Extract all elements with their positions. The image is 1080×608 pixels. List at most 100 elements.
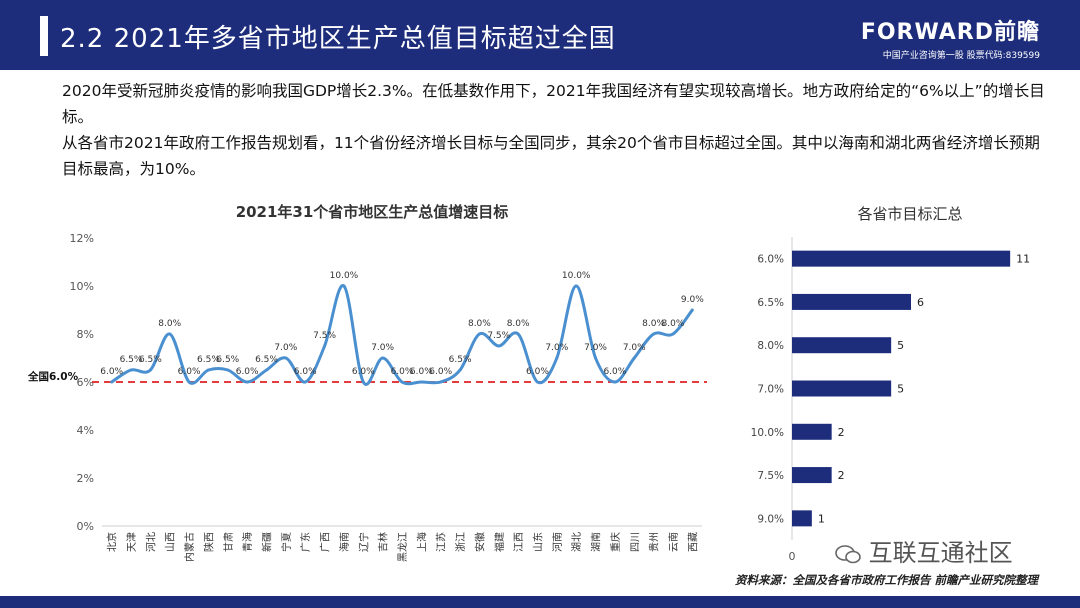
data-label: 8.0% — [468, 319, 491, 329]
bar — [792, 380, 892, 397]
data-point — [323, 344, 327, 348]
data-point — [497, 344, 501, 348]
data-point — [361, 380, 365, 384]
data-point — [535, 380, 539, 384]
reference-line-label: 全国6.0% — [27, 370, 79, 383]
data-label: 7.0% — [274, 343, 297, 353]
bar-value-label: 5 — [897, 383, 904, 396]
data-label: 6.0% — [391, 367, 414, 377]
data-point — [284, 356, 288, 360]
data-point — [226, 368, 230, 372]
x-tick-label: 福建 — [493, 532, 506, 552]
data-point — [613, 380, 617, 384]
x-tick-label: 上海 — [415, 532, 428, 552]
data-label: 6.5% — [449, 355, 472, 365]
data-point — [574, 284, 578, 288]
y-tick-label: 6% — [77, 376, 94, 389]
wechat-label: 互联互通社区 — [868, 539, 1013, 567]
line-chart: 2021年31个省市地区生产总值增速目标 0% 2% 4% 6% 8% 10% 12% 北京 天津… — [27, 203, 707, 562]
data-point — [265, 368, 269, 372]
y-tick-label: 12% — [70, 232, 94, 245]
data-label: 7.5% — [313, 331, 336, 341]
x-tick-label: 广西 — [320, 532, 332, 552]
intro-paragraph-1: 2020年受新冠肺炎疫情的影响我国GDP增长2.3%。在低基数作用下，2021年… — [62, 82, 1045, 126]
data-label: 8.0% — [662, 319, 685, 329]
x-tick-label: 吉林 — [377, 532, 390, 552]
x-tick-label: 湖南 — [590, 532, 603, 552]
x-tick-label: 黑龙江 — [396, 532, 409, 562]
data-point — [206, 368, 210, 372]
data-label: 8.0% — [642, 319, 665, 329]
bar-value-label: 2 — [838, 426, 845, 439]
category-label: 10.0% — [751, 427, 784, 439]
x-tick-label: 云南 — [667, 532, 680, 552]
data-label: 7.0% — [371, 343, 394, 353]
bottom-rule — [0, 596, 1080, 608]
logo-brand-text: FORWARD前瞻 — [860, 20, 1040, 45]
x-tick-label: 陕西 — [202, 532, 215, 552]
data-point — [400, 380, 404, 384]
x-tick-label: 河北 — [145, 532, 157, 552]
x-tick-label: 安徽 — [473, 532, 486, 552]
bar-value-label: 2 — [838, 469, 845, 482]
line-chart-title: 2021年31个省市地区生产总值增速目标 — [236, 203, 509, 221]
intro-paragraph-2: 从各省市2021年政府工作报告规划看，11个省份经济增长目标与全国同步，其余20… — [62, 134, 1040, 178]
data-point — [555, 356, 559, 360]
data-point — [381, 356, 385, 360]
x-tick-label: 北京 — [106, 532, 119, 552]
data-label: 6.0% — [429, 367, 452, 377]
data-label: 6.0% — [100, 367, 123, 377]
data-point — [652, 332, 656, 336]
y-tick-label: 2% — [77, 472, 94, 485]
x-tick-label: 天津 — [126, 532, 138, 552]
data-label: 10.0% — [330, 271, 359, 281]
data-label: 6.5% — [197, 355, 220, 365]
bar-chart: 各省市目标汇总 6.0% 11 6.5% 6 8.0% 5 7.0% 5 10.0% 2 7.5% 2 9… — [751, 205, 1031, 563]
data-label: 6.0% — [603, 367, 626, 377]
data-label: 9.0% — [681, 295, 704, 305]
x-tick-label: 内蒙古 — [183, 532, 196, 562]
data-label: 6.0% — [236, 367, 259, 377]
x-tick-label: 广东 — [299, 532, 312, 552]
x-tick-label: 湖北 — [571, 532, 583, 552]
wechat-watermark: 互联互通社区 — [835, 533, 1013, 568]
intro-text: 2020年受新冠肺炎疫情的影响我国GDP增长2.3%。在低基数作用下，2021年… — [62, 78, 1052, 182]
data-label: 10.0% — [562, 271, 591, 281]
x-tick-label: 重庆 — [609, 532, 622, 552]
data-point — [187, 380, 191, 384]
x-tick-label: 青海 — [241, 532, 254, 552]
data-point — [419, 380, 423, 384]
data-label: 7.5% — [487, 331, 510, 341]
data-label: 6.0% — [352, 367, 375, 377]
data-point — [439, 380, 443, 384]
data-label: 6.5% — [139, 355, 162, 365]
data-point — [245, 380, 249, 384]
data-label: 6.0% — [410, 367, 433, 377]
bar-value-label: 1 — [818, 512, 825, 525]
x-tick-label: 新疆 — [261, 532, 274, 552]
data-point — [129, 368, 133, 372]
bar-value-label: 11 — [1016, 253, 1030, 266]
category-label: 6.0% — [757, 254, 784, 266]
data-point — [477, 332, 481, 336]
data-label: 7.0% — [584, 343, 607, 353]
data-label: 6.5% — [216, 355, 239, 365]
x-tick-label: 江苏 — [435, 532, 448, 552]
data-label: 6.5% — [255, 355, 278, 365]
bar — [792, 293, 911, 310]
category-label: 7.0% — [757, 384, 784, 396]
data-label: 7.0% — [545, 343, 568, 353]
x-tick-label: 甘肃 — [222, 532, 235, 552]
bar-value-label: 6 — [917, 296, 924, 309]
category-label: 7.5% — [757, 470, 784, 482]
data-label: 7.0% — [623, 343, 646, 353]
y-tick-label: 0% — [77, 520, 94, 533]
bar-value-label: 5 — [897, 339, 904, 352]
bar — [792, 250, 1011, 267]
data-label: 6.0% — [178, 367, 201, 377]
data-label: 6.5% — [120, 355, 143, 365]
data-label: 6.0% — [526, 367, 549, 377]
bar — [792, 510, 812, 527]
x-tick-label: 浙江 — [455, 532, 467, 552]
title-accent-bar — [40, 16, 48, 56]
